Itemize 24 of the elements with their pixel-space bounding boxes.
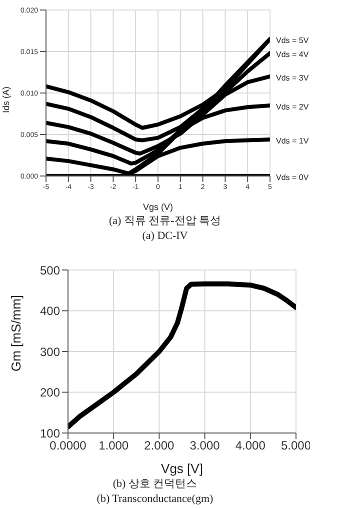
x-axis-title: Vgs [V]	[161, 461, 203, 476]
y-tick-label: 500	[40, 263, 60, 278]
series-label: Vds = 1V	[276, 136, 310, 146]
series-label: Vds = 5V	[276, 36, 310, 46]
series-label: Vds = 2V	[276, 102, 310, 112]
y-axis-title: Ids (A)	[1, 86, 12, 113]
series-label: Vds = 4V	[276, 50, 310, 60]
y-tick-label: 200	[40, 386, 60, 400]
x-tick-label: 2.000	[144, 438, 175, 453]
x-tick-label: 0.0000	[50, 438, 87, 453]
x-tick-label: 3.000	[190, 438, 220, 453]
x-tick-label: 1.000	[98, 438, 129, 453]
x-axis-title: Vgs (V)	[142, 202, 174, 212]
y-axis-title: Gm [mS/mm]	[8, 294, 24, 372]
series-label: Vds = 3V	[276, 73, 310, 82]
y-tick-label: 400	[40, 304, 60, 318]
text: (b) Transconductance(gm)	[96, 492, 214, 507]
y-tick-label: 300	[40, 344, 60, 359]
text: (b) 상호 컨덕턴스	[112, 477, 198, 492]
y-tick-label: 100	[40, 426, 60, 440]
series-label: Vds = 0V	[276, 173, 310, 182]
text: (a) 직류 전류-전압 특성	[108, 214, 222, 229]
text: (a) DC-IV	[141, 229, 189, 244]
x-tick-label: 4.000	[235, 438, 266, 453]
